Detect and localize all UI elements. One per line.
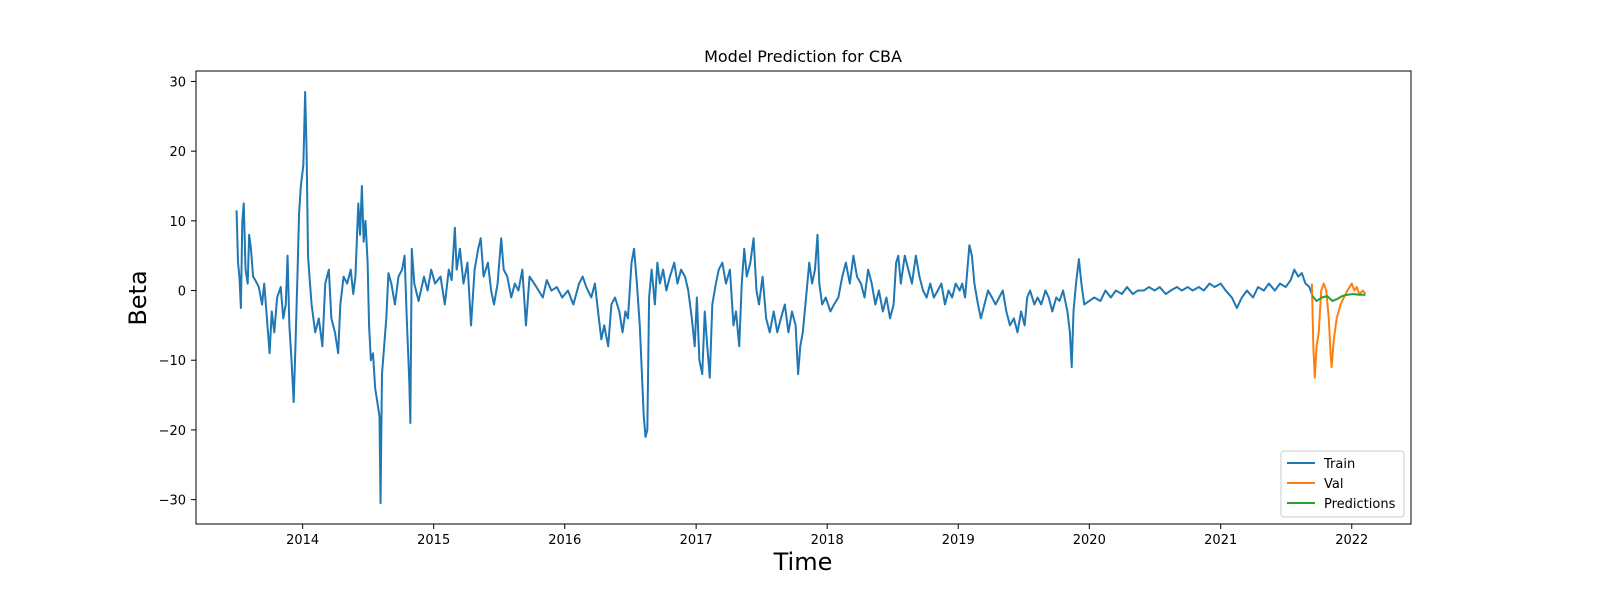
x-tick-label: 2022 — [1335, 533, 1368, 548]
plot-frame — [195, 70, 1412, 525]
y-tick-label: 10 — [169, 215, 186, 230]
x-tick-label: 2019 — [942, 533, 975, 548]
x-tick-label: 2015 — [417, 533, 450, 548]
y-tick-label: 20 — [169, 145, 186, 160]
y-tick-label: 30 — [169, 75, 186, 90]
y-tick-label: 0 — [178, 285, 186, 300]
plot-area — [235, 90, 1367, 505]
x-axis: 2014 2015 2016 2017 2018 2019 2020 2021 2022 — [286, 524, 1368, 548]
x-tick-label: 2021 — [1204, 533, 1237, 548]
legend-label-train: Train — [1323, 457, 1355, 472]
chart-title: Model Prediction for CBA — [704, 47, 902, 66]
x-tick-label: 2020 — [1073, 533, 1106, 548]
legend: Train Val Predictions — [1280, 450, 1405, 518]
x-tick-label: 2014 — [286, 533, 319, 548]
series-line-predictions — [1311, 293, 1366, 302]
legend-box — [1280, 450, 1405, 518]
x-tick-label: 2016 — [548, 533, 581, 548]
legend-label-val: Val — [1324, 477, 1343, 492]
x-tick-label: 2018 — [811, 533, 844, 548]
y-axis-label: Beta — [124, 270, 152, 325]
y-tick-label: −30 — [159, 494, 186, 509]
y-axis: 30 20 10 0 −10 −20 −30 — [159, 75, 196, 509]
x-axis-label: Time — [773, 548, 833, 576]
y-tick-label: −10 — [159, 354, 186, 369]
x-tick-label: 2017 — [680, 533, 713, 548]
legend-label-predictions: Predictions — [1324, 497, 1396, 512]
y-tick-label: −20 — [159, 424, 186, 439]
series-line-val — [1310, 282, 1367, 379]
series-line-train — [235, 90, 1313, 505]
